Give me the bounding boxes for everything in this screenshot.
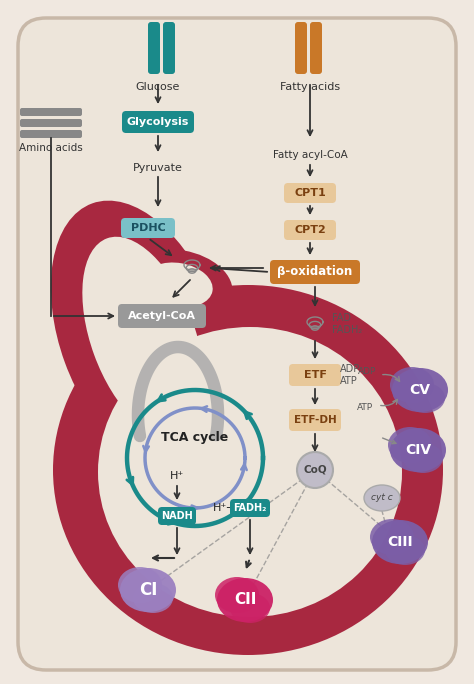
Text: H⁺: H⁺ <box>170 471 184 481</box>
Ellipse shape <box>403 443 443 473</box>
Text: CV: CV <box>410 383 430 397</box>
Text: Fatty acyl-CoA: Fatty acyl-CoA <box>273 150 347 160</box>
FancyBboxPatch shape <box>20 119 82 127</box>
FancyBboxPatch shape <box>18 18 456 670</box>
Ellipse shape <box>370 519 414 555</box>
Text: ATP: ATP <box>340 376 358 386</box>
Text: cyt c: cyt c <box>371 493 393 503</box>
Ellipse shape <box>385 535 425 565</box>
Ellipse shape <box>120 568 176 612</box>
Text: β-oxidation: β-oxidation <box>277 265 353 278</box>
Text: CI: CI <box>139 581 157 599</box>
Text: FADH₂: FADH₂ <box>332 325 362 335</box>
Ellipse shape <box>51 200 229 469</box>
FancyBboxPatch shape <box>158 507 196 525</box>
Text: CIV: CIV <box>405 443 431 457</box>
Ellipse shape <box>130 325 260 435</box>
Text: NADH: NADH <box>161 511 193 521</box>
Ellipse shape <box>82 237 204 437</box>
Ellipse shape <box>372 520 428 564</box>
Text: ADP: ADP <box>358 367 376 376</box>
FancyBboxPatch shape <box>118 304 206 328</box>
Text: CPT2: CPT2 <box>294 225 326 235</box>
Ellipse shape <box>124 249 233 321</box>
FancyBboxPatch shape <box>230 499 270 517</box>
Text: ETF: ETF <box>303 370 327 380</box>
Text: ADP: ADP <box>340 364 360 374</box>
Text: ATP: ATP <box>357 404 373 412</box>
Text: Pyruvate: Pyruvate <box>133 163 183 173</box>
FancyBboxPatch shape <box>270 260 360 284</box>
Text: CoQ: CoQ <box>303 465 327 475</box>
Ellipse shape <box>392 368 448 412</box>
FancyBboxPatch shape <box>121 218 175 238</box>
FancyBboxPatch shape <box>295 22 307 74</box>
FancyBboxPatch shape <box>310 22 322 74</box>
FancyBboxPatch shape <box>20 108 82 116</box>
Text: Amino acids: Amino acids <box>19 143 83 153</box>
Text: FAD: FAD <box>332 313 351 323</box>
Text: FADH₂: FADH₂ <box>233 503 267 513</box>
Text: Fatty acids: Fatty acids <box>280 82 340 92</box>
Text: CIII: CIII <box>387 535 413 549</box>
FancyBboxPatch shape <box>289 364 341 386</box>
Ellipse shape <box>118 567 162 603</box>
FancyBboxPatch shape <box>163 22 175 74</box>
Ellipse shape <box>390 428 446 472</box>
Ellipse shape <box>217 578 273 622</box>
Ellipse shape <box>405 383 445 413</box>
Ellipse shape <box>388 427 432 463</box>
Text: CII: CII <box>234 592 256 607</box>
FancyBboxPatch shape <box>122 111 194 133</box>
Ellipse shape <box>133 583 173 613</box>
FancyBboxPatch shape <box>284 220 336 240</box>
FancyBboxPatch shape <box>289 409 341 431</box>
Text: H⁺→: H⁺→ <box>213 503 237 513</box>
Text: Acetyl-CoA: Acetyl-CoA <box>128 311 196 321</box>
Ellipse shape <box>364 485 400 511</box>
Ellipse shape <box>215 577 259 613</box>
Text: TCA cycle: TCA cycle <box>161 432 228 445</box>
Ellipse shape <box>143 263 213 308</box>
Text: PDHC: PDHC <box>131 223 165 233</box>
Text: Glycolysis: Glycolysis <box>127 117 189 127</box>
Ellipse shape <box>53 285 443 655</box>
Ellipse shape <box>390 367 434 403</box>
Ellipse shape <box>153 344 243 420</box>
Text: ETF-DH: ETF-DH <box>293 415 337 425</box>
Ellipse shape <box>230 593 270 623</box>
Text: Glucose: Glucose <box>136 82 180 92</box>
Circle shape <box>297 452 333 488</box>
FancyBboxPatch shape <box>284 183 336 203</box>
FancyBboxPatch shape <box>148 22 160 74</box>
Text: CPT1: CPT1 <box>294 188 326 198</box>
FancyBboxPatch shape <box>20 130 82 138</box>
Ellipse shape <box>98 327 402 617</box>
